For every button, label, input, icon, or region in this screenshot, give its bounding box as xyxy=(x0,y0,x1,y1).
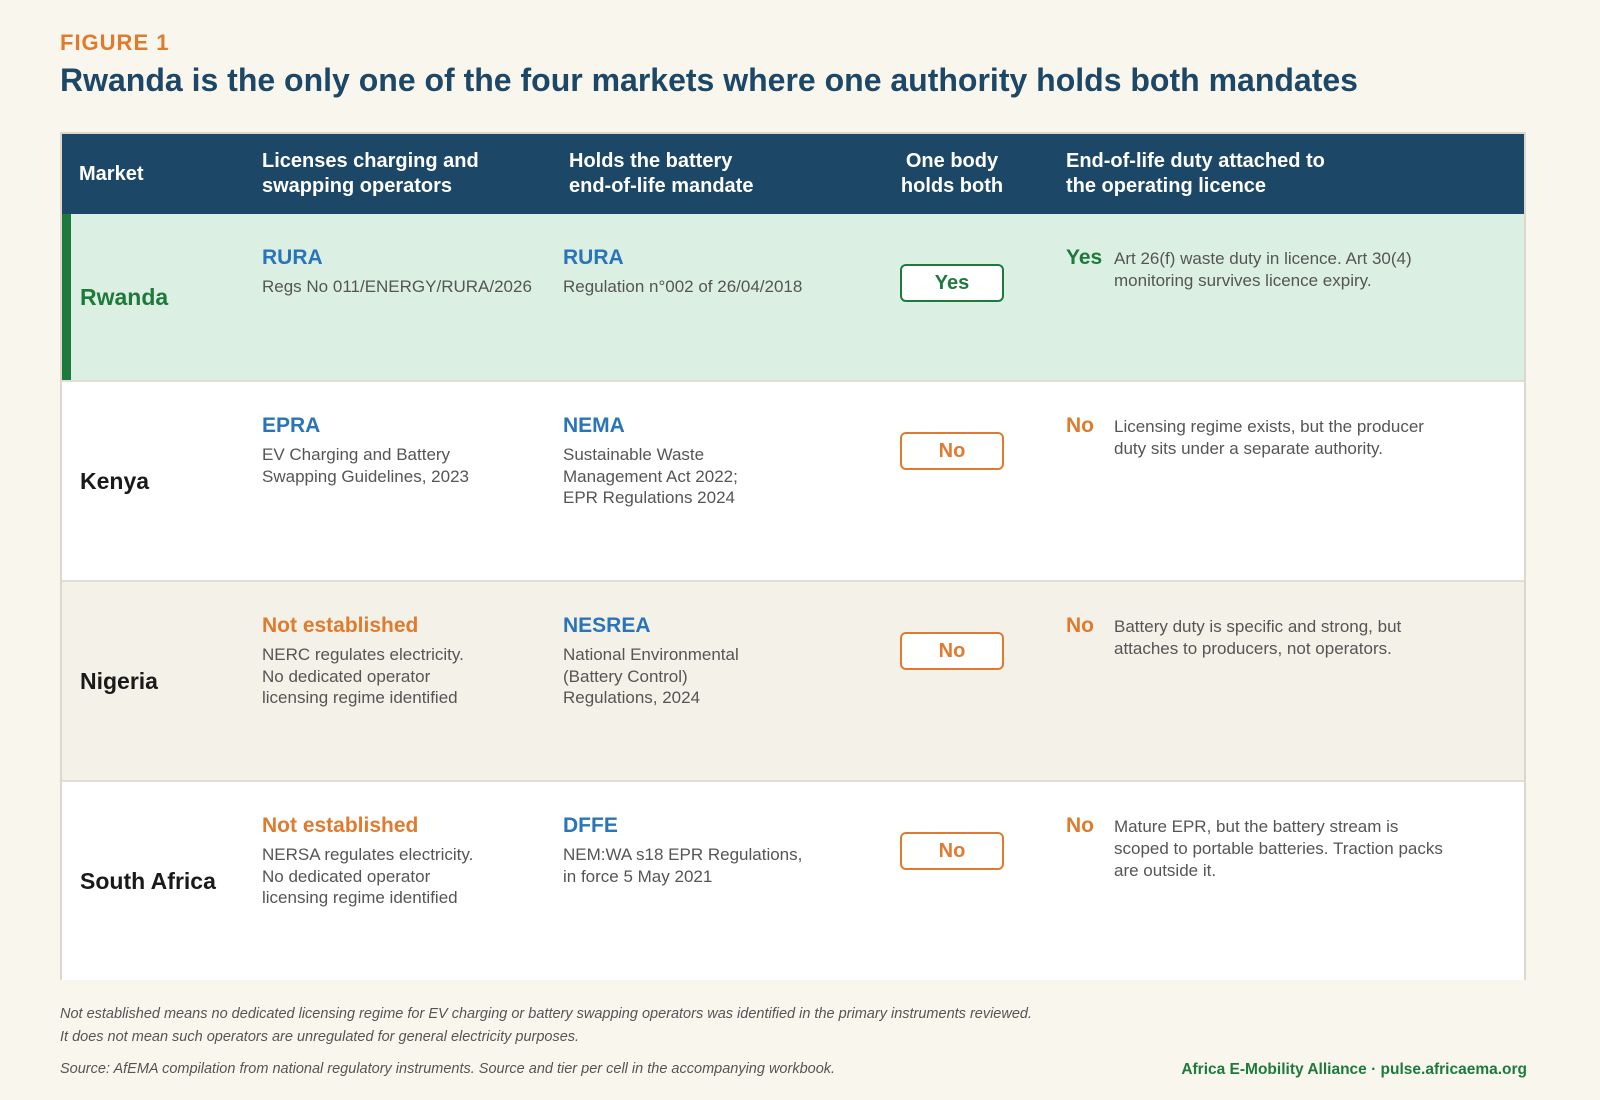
brand-attribution: Africa E-Mobility Alliance · pulse.afric… xyxy=(1181,1061,1527,1078)
licensor-cell: RURA Regs No 011/ENERGY/RURA/2026 xyxy=(262,246,552,298)
eol-holder-cell: DFFE NEM:WA s18 EPR Regulations, in force… xyxy=(563,814,853,887)
duty-verdict: No xyxy=(1066,814,1094,837)
eol-holder-name: NEMA xyxy=(563,414,625,437)
one-body-badge: No xyxy=(900,832,1004,870)
licensor-detail: EV Charging and Battery Swapping Guideli… xyxy=(262,445,469,486)
eol-holder-detail: Sustainable Waste Management Act 2022; E… xyxy=(563,445,738,507)
duty-note: Licensing regime exists, but the produce… xyxy=(1114,417,1424,458)
licensor-name: EPRA xyxy=(262,414,321,437)
footnote-definition: Not established means no dedicated licen… xyxy=(60,1006,1033,1022)
table-header: Market Licenses charging and swapping op… xyxy=(62,134,1524,214)
table-row: Rwanda RURA Regs No 011/ENERGY/RURA/2026 RU… xyxy=(62,214,1524,380)
eol-holder-detail: NEM:WA s18 EPR Regulations, in force 5 M… xyxy=(563,845,803,886)
eol-holder-detail: National Environmental (Battery Control)… xyxy=(563,645,739,707)
eol-holder-cell: NEMA Sustainable Waste Management Act 202… xyxy=(563,414,853,509)
column-header-duty: End-of-life duty attached to the operati… xyxy=(1066,150,1325,197)
eol-holder-name: NESREA xyxy=(563,614,651,637)
figure-title: Rwanda is the only one of the four marke… xyxy=(60,62,1358,98)
eol-holder-cell: NESREA National Environmental (Battery Co… xyxy=(563,614,853,709)
one-body-badge: No xyxy=(900,432,1004,470)
one-body-badge: Yes xyxy=(900,264,1004,302)
duty-verdict: No xyxy=(1066,414,1094,437)
eol-holder-cell: RURA Regulation n°002 of 26/04/2018 xyxy=(563,246,853,298)
source-note: Source: AfEMA compilation from national … xyxy=(60,1061,836,1077)
table-row: South Africa Not established NERSA regulat… xyxy=(62,780,1524,980)
licensor-cell: Not established NERSA regulates electrici… xyxy=(262,814,552,909)
market-name: Nigeria xyxy=(80,667,158,694)
licensor-detail: Regs No 011/ENERGY/RURA/2026 xyxy=(262,277,532,296)
eol-holder-name: RURA xyxy=(563,246,624,269)
licensor-name: RURA xyxy=(262,246,323,269)
table-row: Kenya EPRA EV Charging and Battery Swappin… xyxy=(62,380,1524,580)
eol-holder-detail: Regulation n°002 of 26/04/2018 xyxy=(563,277,803,296)
licensor-name: Not established xyxy=(262,814,419,837)
duty-note: Mature EPR, but the battery stream is sc… xyxy=(1114,817,1443,880)
duty-note: Battery duty is specific and strong, but… xyxy=(1114,617,1402,658)
comparison-table: Market Licenses charging and swapping op… xyxy=(60,132,1526,980)
figure-label: FIGURE 1 xyxy=(60,30,170,55)
market-name: Rwanda xyxy=(80,283,169,310)
market-name: South Africa xyxy=(80,867,216,894)
market-name: Kenya xyxy=(80,467,150,494)
column-header-licensor: Licenses charging and swapping operators xyxy=(262,150,479,197)
one-body-badge: No xyxy=(900,632,1004,670)
licensor-detail: NERC regulates electricity. No dedicated… xyxy=(262,645,464,707)
duty-note: Art 26(f) waste duty in licence. Art 30(… xyxy=(1114,249,1412,290)
footnote-caveat: It does not mean such operators are unre… xyxy=(60,1029,580,1045)
duty-verdict: Yes xyxy=(1066,246,1103,269)
table-row: Nigeria Not established NERC regulates ele… xyxy=(62,580,1524,780)
duty-verdict: No xyxy=(1066,614,1094,637)
licensor-cell: EPRA EV Charging and Battery Swapping Gui… xyxy=(262,414,552,487)
highlight-accent-bar xyxy=(62,214,71,380)
column-header-one-body: One body holds both xyxy=(900,150,1004,197)
licensor-cell: Not established NERC regulates electricit… xyxy=(262,614,552,709)
licensor-name: Not established xyxy=(262,614,419,637)
column-header-market: Market xyxy=(79,162,144,185)
licensor-detail: NERSA regulates electricity. No dedicate… xyxy=(262,845,474,907)
eol-holder-name: DFFE xyxy=(563,814,618,837)
column-header-eol-holder: Holds the battery end-of-life mandate xyxy=(569,150,754,197)
